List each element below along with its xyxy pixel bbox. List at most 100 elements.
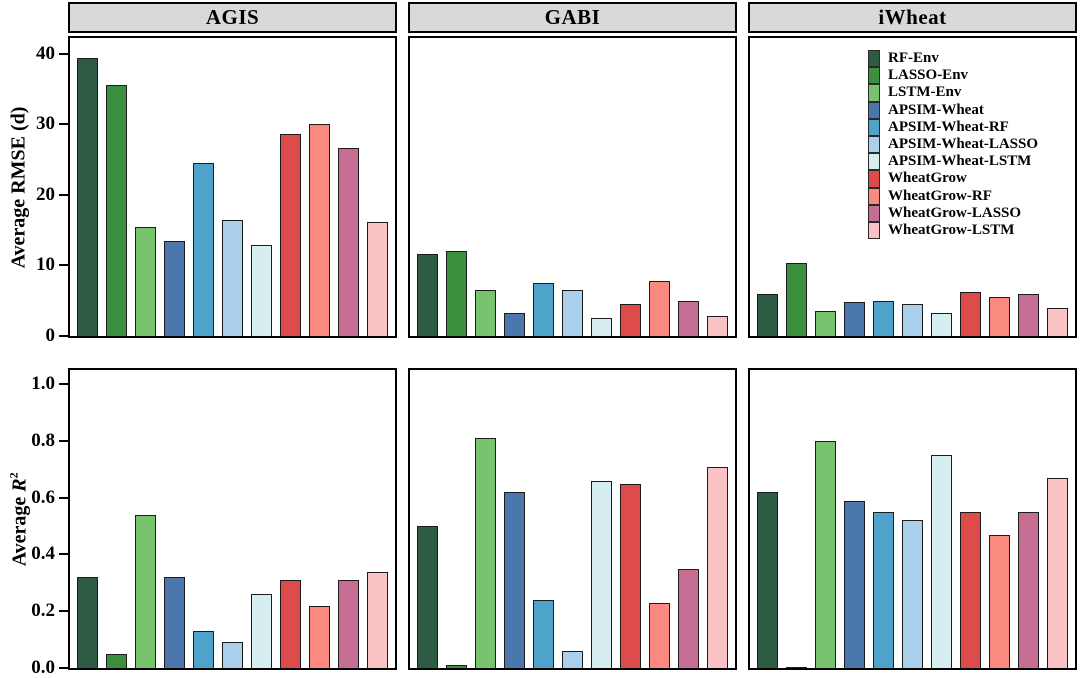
bar-wheatgrow-lasso: [678, 300, 699, 336]
bar-lstm-env: [475, 290, 496, 336]
y-axis-title-r2-prefix: Average: [8, 491, 31, 566]
bar-wheatgrow-lasso: [338, 580, 359, 668]
y-tick-mark: [59, 439, 68, 442]
legend-item-wheatgrow-rf: WheatGrow-RF: [868, 187, 1038, 205]
y-tick-label: 30: [36, 113, 55, 135]
bar-apsim-wheat: [504, 492, 525, 668]
legend-item-wheatgrow-lasso: WheatGrow-LASSO: [868, 204, 1038, 222]
legend-item-apsim-wheat: APSIM-Wheat: [868, 101, 1038, 119]
y-tick-mark: [59, 610, 68, 613]
bar-apsim-wheat-lasso: [222, 642, 243, 668]
bar-wheatgrow-rf: [309, 124, 330, 336]
bar-rf-env: [757, 492, 778, 668]
bar-wheatgrow: [620, 483, 641, 668]
bar-wheatgrow-lstm: [367, 222, 388, 336]
y-tick-label: 0: [45, 325, 56, 346]
bar-wheatgrow-lasso: [1018, 511, 1039, 668]
legend-item-wheatgrow-lstm: WheatGrow-LSTM: [868, 221, 1038, 240]
y-tick-label: 10: [36, 254, 55, 276]
bar-wheatgrow: [280, 134, 301, 336]
legend-swatch: [868, 153, 880, 171]
bar-apsim-wheat-rf: [193, 163, 214, 336]
legend-swatch: [868, 170, 880, 188]
panel-agis-rmse: [68, 36, 397, 338]
y-axis-title-r2-text: Average R2: [7, 472, 32, 566]
bar-wheatgrow-lasso: [338, 148, 359, 336]
bar-rf-env: [77, 577, 98, 668]
bar-wheatgrow-lstm: [707, 466, 728, 668]
bar-rf-env: [417, 526, 438, 668]
y-tick-label: 0.4: [31, 543, 55, 565]
bar-wheatgrow-rf: [989, 297, 1010, 336]
facet-header-iwheat: iWheat: [748, 2, 1077, 33]
bar-apsim-wheat: [844, 500, 865, 668]
bar-wheatgrow-lstm: [367, 571, 388, 668]
bars-agis-r2: [70, 370, 395, 668]
bar-apsim-wheat-lstm: [591, 317, 612, 336]
y-tick-label: 1.0: [31, 373, 55, 395]
bar-apsim-wheat-lasso: [902, 304, 923, 336]
legend-label: APSIM-Wheat-RF: [888, 118, 1009, 135]
y-tick-label: 0.6: [31, 486, 55, 508]
bars-iwheat-r2: [750, 370, 1075, 668]
y-axis-rmse: Average RMSE (d) 0 10 20 30 40: [0, 36, 68, 346]
bar-wheatgrow: [960, 291, 981, 336]
y-axis-title-rmse: Average RMSE (d): [0, 36, 38, 338]
legend-label: WheatGrow-LSTM: [888, 221, 1015, 238]
legend-swatch: [868, 67, 880, 85]
bar-apsim-wheat-lasso: [222, 220, 243, 336]
bar-apsim-wheat-lstm: [931, 455, 952, 668]
y-tick-mark: [59, 52, 68, 55]
bar-lasso-env: [446, 665, 467, 668]
bar-lstm-env: [135, 514, 156, 668]
legend-label: LSTM-Env: [888, 84, 962, 101]
y-tick-mark: [59, 335, 68, 337]
legend-item-wheatgrow: WheatGrow: [868, 170, 1038, 188]
facet-header-agis: AGIS: [68, 2, 397, 33]
y-tick-label: 0.2: [31, 600, 55, 622]
bar-lasso-env: [786, 666, 807, 668]
y-tick-mark: [59, 123, 68, 126]
y-tick-mark: [59, 193, 68, 196]
y-tick-label: 40: [36, 42, 55, 64]
bar-wheatgrow-rf: [649, 280, 670, 336]
bar-apsim-wheat-rf: [193, 631, 214, 668]
bar-apsim-wheat: [164, 577, 185, 668]
bar-apsim-wheat-rf: [533, 599, 554, 668]
bars-gabi-rmse: [410, 38, 735, 336]
bar-lasso-env: [786, 263, 807, 336]
bar-wheatgrow-lasso: [1018, 294, 1039, 336]
legend-swatch: [868, 101, 880, 119]
y-axis-title-rmse-text: Average RMSE (d): [7, 106, 30, 268]
bar-apsim-wheat-lasso: [902, 520, 923, 668]
bar-lasso-env: [106, 84, 127, 336]
y-tick-label: 0.8: [31, 429, 55, 451]
legend-item-lasso-env: LASSO-Env: [868, 67, 1038, 85]
bar-apsim-wheat-lstm: [251, 594, 272, 668]
bar-lstm-env: [815, 440, 836, 668]
panel-gabi-r2: [408, 368, 737, 670]
bars-agis-rmse: [70, 38, 395, 336]
bar-wheatgrow: [280, 580, 301, 668]
bar-rf-env: [417, 254, 438, 336]
bars-gabi-r2: [410, 370, 735, 668]
legend-label: RF-Env: [888, 50, 939, 66]
bar-apsim-wheat-rf: [873, 511, 894, 668]
panel-agis-r2: [68, 368, 397, 670]
legend-swatch: [868, 135, 880, 154]
y-axis-title-r2: Average R2: [0, 368, 38, 670]
y-tick-label: 0.0: [31, 657, 55, 678]
bar-apsim-wheat: [164, 241, 185, 336]
panel-iwheat-rmse: RF-Env LASSO-Env LSTM-Env APSIM-Wheat APSIM-…: [748, 36, 1077, 338]
legend-label: LASSO-Env: [888, 67, 969, 84]
bar-apsim-wheat-lstm: [251, 244, 272, 336]
legend-label: APSIM-Wheat-LSTM: [888, 153, 1032, 170]
y-axis-r2: Average R2 0.0 0.2 0.4 0.6 0.8 1.0: [0, 368, 68, 678]
panel-iwheat-r2: [748, 368, 1077, 670]
y-tick-label: 20: [36, 183, 55, 205]
panel-gabi-rmse: [408, 36, 737, 338]
bar-rf-env: [757, 294, 778, 336]
bar-apsim-wheat-rf: [873, 300, 894, 336]
y-axis-title-r2-superscript: 2: [6, 472, 21, 479]
